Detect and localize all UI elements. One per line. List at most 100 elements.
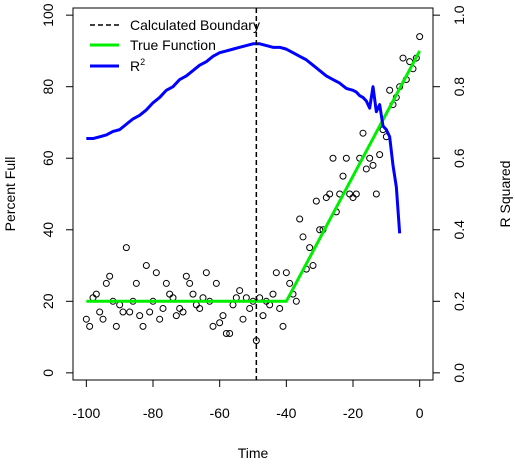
y-axis-left: 0 20 40 60 80 100 xyxy=(40,3,73,377)
data-point xyxy=(132,279,140,287)
legend-label-boundary: Calculated Boundary xyxy=(130,17,260,33)
data-point xyxy=(152,269,160,277)
data-point xyxy=(362,165,370,173)
data-point xyxy=(86,322,94,330)
data-point xyxy=(139,322,147,330)
y-axis-label: Percent Full xyxy=(2,157,18,232)
data-point xyxy=(329,154,337,162)
x-axis: -100 -80 -60 -40 -20 0 xyxy=(72,379,424,421)
x-axis-label: Time xyxy=(238,445,269,461)
x-tick-label: 0 xyxy=(416,405,424,421)
data-point xyxy=(386,86,394,94)
y-tick-label: 40 xyxy=(40,222,56,238)
y-tick-label: 0 xyxy=(40,369,56,377)
data-point xyxy=(352,190,360,198)
data-point xyxy=(179,308,187,316)
data-point xyxy=(259,312,267,320)
legend-r-base: R xyxy=(130,58,140,74)
legend: Calculated Boundary True Function R2 xyxy=(90,17,260,74)
data-point xyxy=(176,304,184,312)
data-point xyxy=(102,279,110,287)
data-point xyxy=(346,190,354,198)
data-point xyxy=(316,226,324,234)
data-point xyxy=(246,304,254,312)
data-point xyxy=(326,190,334,198)
data-point xyxy=(106,272,114,280)
data-point xyxy=(202,269,210,277)
data-point xyxy=(359,129,367,137)
data-point xyxy=(282,269,290,277)
data-point xyxy=(299,233,307,241)
data-point xyxy=(366,154,374,162)
x-tick-label: -40 xyxy=(276,405,296,421)
legend-label-true-function: True Function xyxy=(130,37,216,53)
y2-tick-label: 0.2 xyxy=(451,291,467,311)
data-point xyxy=(182,272,190,280)
data-point xyxy=(219,312,227,320)
y-tick-label: 100 xyxy=(40,3,56,27)
y-tick-label: 80 xyxy=(40,79,56,95)
data-point xyxy=(342,154,350,162)
true-function-line xyxy=(86,50,421,303)
data-point xyxy=(222,330,230,337)
data-point xyxy=(272,269,280,277)
data-point xyxy=(146,308,154,316)
data-point xyxy=(216,319,224,327)
y2-tick-label: 0.4 xyxy=(451,220,467,240)
data-point xyxy=(376,151,384,159)
data-point xyxy=(92,290,100,298)
data-point xyxy=(189,290,197,298)
true-function-path xyxy=(86,50,421,303)
data-point xyxy=(159,304,167,312)
data-point xyxy=(226,330,234,337)
data-point xyxy=(196,304,204,312)
data-point xyxy=(286,279,294,287)
y-tick-label: 20 xyxy=(40,293,56,309)
data-point xyxy=(162,279,170,287)
data-point xyxy=(96,308,104,316)
data-point xyxy=(339,172,347,180)
data-point xyxy=(372,190,380,198)
x-tick-label: -100 xyxy=(72,405,100,421)
data-point xyxy=(239,315,247,323)
data-point xyxy=(309,262,317,270)
data-point xyxy=(349,194,357,202)
data-point xyxy=(126,308,134,316)
r-squared-path xyxy=(86,42,402,234)
data-point xyxy=(296,215,304,223)
legend-r-superscript: 2 xyxy=(140,57,145,67)
data-point xyxy=(306,244,314,252)
data-point xyxy=(279,322,287,330)
data-point xyxy=(312,197,320,205)
data-point xyxy=(369,161,377,169)
x-tick-label: -60 xyxy=(210,405,230,421)
data-point xyxy=(269,290,277,298)
data-point xyxy=(186,279,194,287)
data-point xyxy=(399,54,407,62)
x-tick-label: -20 xyxy=(343,405,363,421)
y2-tick-label: 0.6 xyxy=(451,148,467,168)
data-point xyxy=(142,262,150,270)
y2-tick-label: 0.0 xyxy=(451,363,467,383)
data-point xyxy=(112,322,120,330)
data-point xyxy=(136,312,144,320)
data-point xyxy=(82,315,90,323)
y2-axis-label: R Squared xyxy=(497,161,513,228)
data-point xyxy=(99,315,107,323)
data-point xyxy=(292,297,300,305)
y2-tick-label: 0.8 xyxy=(451,77,467,97)
data-point xyxy=(156,315,164,323)
r-squared-line xyxy=(86,42,402,234)
y-axis-right: 0.0 0.2 0.4 0.6 0.8 1.0 xyxy=(433,5,467,383)
data-point xyxy=(322,194,330,202)
data-point xyxy=(122,244,130,252)
scatter-points xyxy=(82,33,424,345)
data-point xyxy=(212,279,220,287)
data-point xyxy=(416,33,424,41)
data-point xyxy=(209,322,217,330)
y2-tick-label: 1.0 xyxy=(451,5,467,25)
data-point xyxy=(166,290,174,298)
x-tick-label: -80 xyxy=(143,405,163,421)
data-point xyxy=(172,312,180,320)
